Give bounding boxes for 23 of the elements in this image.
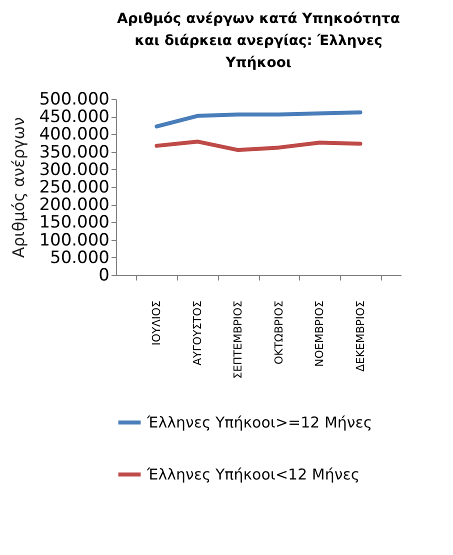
x-tick-label: ΣΕΠΤΕΜΒΡΙΟΣ bbox=[232, 300, 245, 379]
y-tick-label: 50.000 bbox=[50, 248, 110, 268]
y-tick-label: 300.000 bbox=[39, 160, 110, 180]
x-tick-label: ΑΥΓΟΥΣΤΟΣ bbox=[190, 300, 204, 366]
x-tick-label: ΝΟΕΜΒΡΙΟΣ bbox=[313, 300, 326, 367]
x-tick-label: ΟΚΤΩΒΡΙΟΣ bbox=[272, 300, 286, 365]
y-tick-label: 250.000 bbox=[39, 178, 110, 198]
y-tick-label: 200.000 bbox=[39, 195, 110, 216]
legend-label: Έλληνες Υπήκοοι>=12 Μήνες bbox=[146, 414, 372, 432]
x-tick-label: ΔΕΚΕΜΒΡΙΟΣ bbox=[354, 300, 367, 372]
legend-label: Έλληνες Υπήκοοι<12 Μήνες bbox=[146, 466, 360, 484]
y-tick-label: 0 bbox=[98, 266, 110, 286]
y-axis-title: Αριθμός ανέργων bbox=[9, 117, 28, 258]
y-tick-label: 100.000 bbox=[39, 230, 110, 250]
x-tick-label: ΙΟΥΛΙΟΣ bbox=[150, 300, 164, 346]
y-tick-label: 150.000 bbox=[39, 212, 110, 233]
y-tick-label: 500.000 bbox=[39, 90, 110, 110]
line-series bbox=[154, 110, 362, 128]
y-tick-label: 450.000 bbox=[39, 107, 110, 128]
line-series bbox=[154, 140, 362, 152]
chart-title: Αριθμός ανέργων κατά Υπηκοότητα και διάρκεια ανεργίας: Έλληνες Υπήκοοι bbox=[117, 11, 400, 71]
y-tick-label: 400.000 bbox=[39, 124, 110, 145]
y-tick-label: 350.000 bbox=[39, 142, 110, 162]
